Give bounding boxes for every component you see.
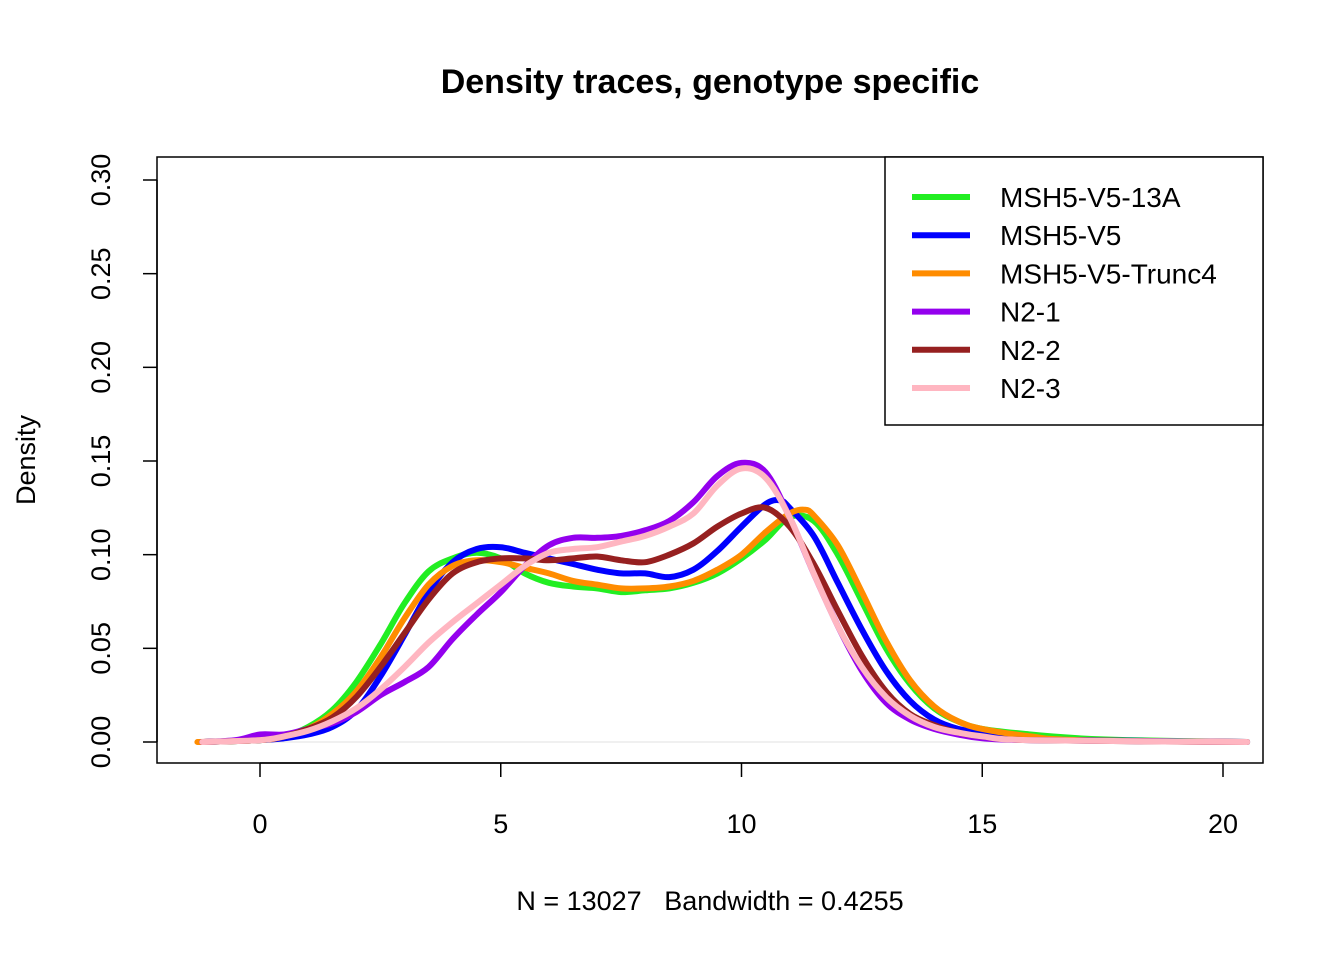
x-axis-title: N = 13027 Bandwidth = 0.4255 [516,886,903,916]
y-tick-label: 0.05 [86,622,116,675]
series-line-2 [199,497,1251,745]
legend-label: N2-1 [1000,297,1061,328]
y-tick-label: 0.00 [86,716,116,769]
x-tick-label: 0 [252,809,267,839]
x-axis: 0 5 10 15 20 [252,762,1238,839]
legend-label: MSH5-V5-Trunc4 [1000,258,1217,289]
legend-label: N2-2 [1000,335,1061,366]
legend-label: N2-3 [1000,373,1061,404]
chart-title: Density traces, genotype specific [441,63,980,101]
y-tick-label: 0.20 [86,341,116,394]
x-tick-label: 10 [726,809,756,839]
series-layer [194,459,1251,745]
legend-label: MSH5-V5-13A [1000,182,1181,213]
legend-box [884,156,1264,426]
x-tick-label: 15 [967,809,997,839]
series-line-4 [199,459,1251,745]
legend: MSH5-V5-13A MSH5-V5 MSH5-V5-Trunc4 N2-1 N2-2… [884,156,1264,426]
legend-label: MSH5-V5 [1000,220,1121,251]
y-tick-label: 0.15 [86,435,116,488]
y-tick-label: 0.25 [86,247,116,300]
y-tick-label: 0.30 [86,154,116,207]
y-axis-title: Density [11,414,41,505]
series-line-6 [199,465,1251,745]
series-line-3 [194,506,1251,745]
x-tick-label: 20 [1208,809,1238,839]
x-tick-label: 5 [493,809,508,839]
y-axis: 0.00 0.05 0.10 0.15 0.20 0.25 0.30 [86,154,158,769]
y-tick-label: 0.10 [86,528,116,581]
